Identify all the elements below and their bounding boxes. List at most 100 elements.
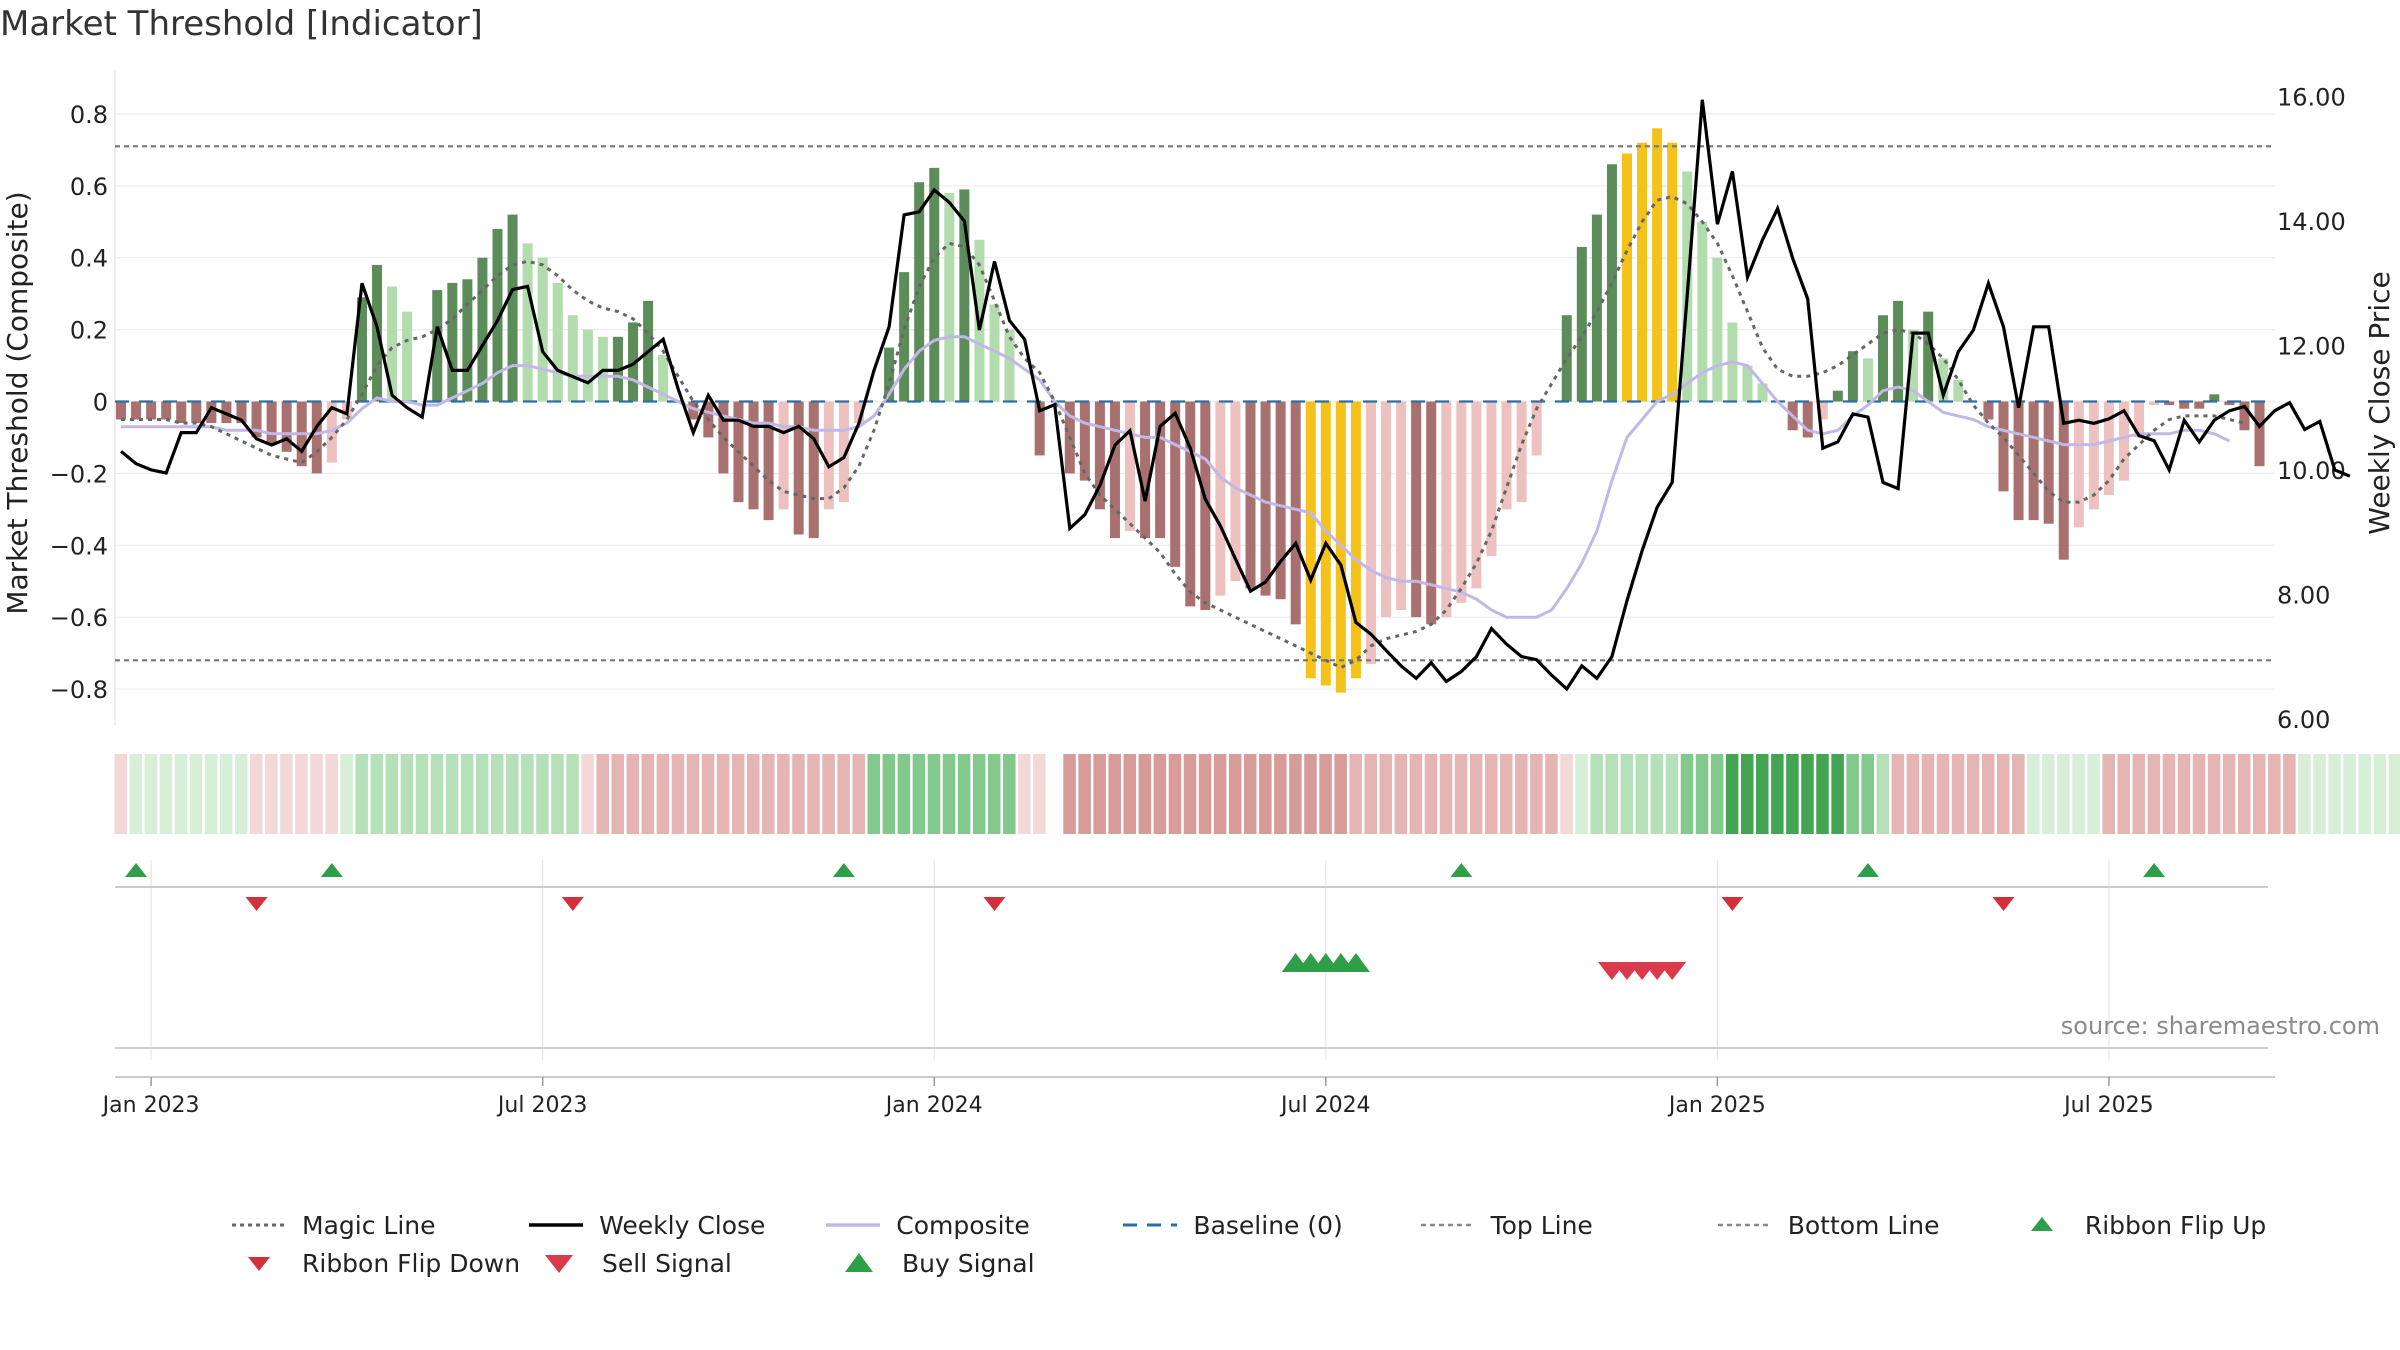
ribbon-cell <box>852 754 865 834</box>
composite-bar <box>447 282 458 402</box>
composite-bar <box>1938 358 1949 402</box>
ribbon-cell <box>400 754 414 834</box>
ribbon-flip-up-marker <box>125 863 148 877</box>
ribbon-cell <box>536 754 549 834</box>
ribbon-cell <box>2222 754 2236 834</box>
y-axis-label: Market Threshold (Composite) <box>1 191 34 614</box>
y-tick-label: −0.8 <box>50 676 108 704</box>
ribbon-cell <box>1665 754 1679 834</box>
y-tick-label: −0.2 <box>50 460 108 488</box>
composite-bar <box>2103 401 2114 495</box>
composite-bar <box>1305 401 1316 679</box>
y2-axis-label: Weekly Close Price <box>2363 271 2396 534</box>
ribbon-cell <box>1530 754 1543 834</box>
composite-bar <box>1531 401 1542 456</box>
ribbon-cell <box>2057 754 2070 834</box>
composite-bar <box>1350 401 1361 679</box>
weekly-close-line <box>119 99 2351 692</box>
ribbon-cell <box>385 754 399 834</box>
ribbon-cell <box>491 754 504 834</box>
composite-bar <box>326 401 337 463</box>
composite-bar <box>1426 401 1437 625</box>
ribbon-flip-down-marker <box>1721 897 1744 911</box>
composite-bar <box>582 329 593 402</box>
composite-bar <box>929 167 940 402</box>
y2-tick-label: 8.00 <box>2277 581 2330 609</box>
ribbon-cell <box>2343 754 2356 834</box>
y-tick-label: 0.8 <box>70 101 108 129</box>
composite-bar <box>1486 401 1497 557</box>
ribbon-cell <box>972 754 986 834</box>
ribbon-cell <box>2298 754 2311 834</box>
composite-bar <box>853 401 864 424</box>
ribbon-cell <box>1921 754 1935 834</box>
y2-tick-label: 12.00 <box>2277 333 2346 361</box>
y2-tick-label: 16.00 <box>2277 84 2346 112</box>
composite-bar <box>778 401 789 510</box>
composite-bar <box>1079 401 1090 481</box>
ribbon-cell <box>611 754 624 834</box>
ribbon-cell <box>2388 754 2400 834</box>
composite-bar <box>1561 315 1572 402</box>
ribbon-cell <box>686 754 700 834</box>
composite-bar <box>191 401 202 424</box>
composite-bar <box>251 401 262 438</box>
composite-bar <box>2028 401 2039 521</box>
composite-bar <box>507 214 518 402</box>
composite-bar <box>176 401 187 424</box>
ribbon-flip-up-marker <box>320 863 343 877</box>
composite-bar <box>1109 401 1120 539</box>
composite-bar <box>432 290 443 402</box>
composite-bar <box>1456 401 1467 603</box>
composite-bar <box>1697 221 1708 402</box>
ribbon-cell <box>280 754 293 834</box>
ribbon-cell <box>1906 754 1920 834</box>
ribbon-cell <box>1695 754 1709 834</box>
ribbon-cell <box>250 754 263 834</box>
ribbon-cell <box>174 754 188 834</box>
composite-bar <box>2239 401 2250 431</box>
legend-item-ribbon-flip-up: Ribbon Flip Up <box>2013 1211 2310 1240</box>
composite-bar <box>1140 401 1151 539</box>
legend-item-weekly-close: Weekly Close <box>529 1210 766 1240</box>
x-tick-label: Jul 2023 <box>496 1093 588 1118</box>
composite-bar <box>1742 365 1753 402</box>
ribbon-cell <box>1364 754 1377 834</box>
composite-bar <box>492 228 503 402</box>
composite-bar <box>628 322 639 402</box>
composite-bar <box>1893 300 1904 402</box>
composite-bar <box>1441 401 1452 618</box>
ribbon-flip-up-marker <box>2143 863 2166 877</box>
ribbon-cell <box>942 754 956 834</box>
ribbon-cell <box>2192 754 2206 834</box>
ribbon-cell <box>2373 754 2386 834</box>
ribbon-cell <box>1078 754 1091 834</box>
ribbon-cell <box>2027 754 2040 834</box>
composite-bar <box>1125 401 1136 531</box>
ribbon-cell <box>596 754 609 834</box>
composite-bar <box>944 193 955 402</box>
ribbon-cell <box>1183 754 1197 834</box>
composite-bar <box>1847 351 1858 402</box>
ribbon-cell <box>1289 754 1302 834</box>
x-tick-label: Jan 2024 <box>884 1093 983 1118</box>
composite-bar <box>2224 401 2235 406</box>
ribbon-cell <box>1650 754 1664 834</box>
y2-tick-label: 14.00 <box>2277 208 2346 236</box>
composite-bar <box>462 279 473 402</box>
ribbon-cell <box>1515 754 1528 834</box>
ribbon-cell <box>1304 754 1317 834</box>
composite-line <box>121 335 2231 619</box>
composite-bar <box>1411 401 1422 618</box>
ribbon-cell <box>1981 754 1995 834</box>
ribbon-cell <box>2162 754 2176 834</box>
composite-bar <box>522 243 533 402</box>
y-tick-label: 0.4 <box>70 245 108 273</box>
composite-bar <box>884 347 895 402</box>
ribbon-cell <box>1259 754 1272 834</box>
composite-bar <box>718 401 729 474</box>
composite-bar <box>311 401 322 474</box>
composite-bar <box>1004 329 1015 402</box>
ribbon-cell <box>897 754 911 834</box>
composite-bar <box>1501 401 1512 510</box>
